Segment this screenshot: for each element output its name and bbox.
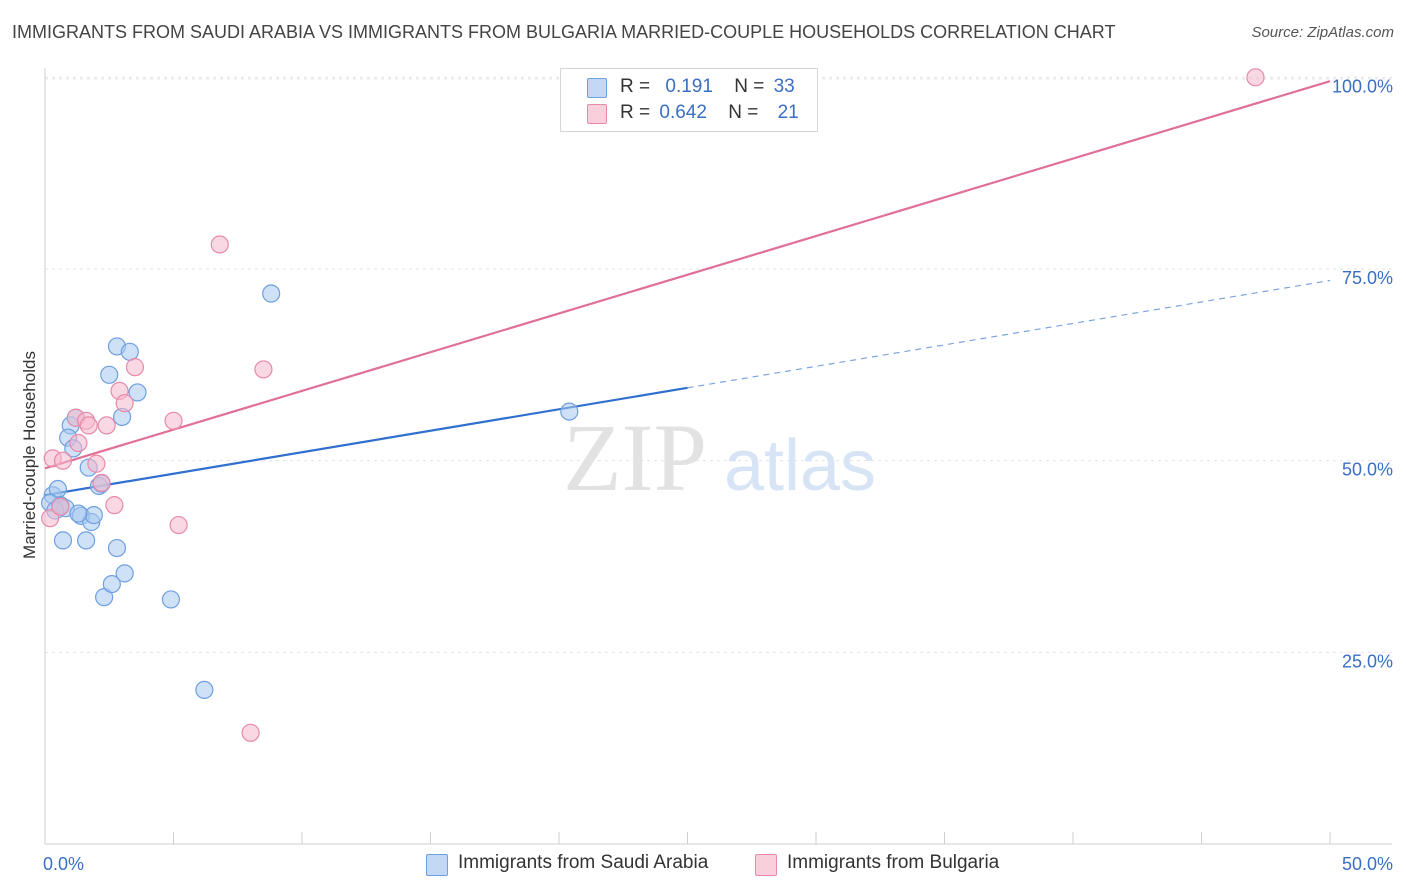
chart-source: Source: ZipAtlas.com (1251, 24, 1394, 41)
legend-n-value: 33 (773, 76, 795, 97)
point-saudi-arabia (115, 564, 134, 583)
point-saudi-arabia (100, 365, 119, 384)
trend-line-bulgaria (44, 80, 1331, 470)
tick-labels: 25.0% 50.0% 75.0% 100.0% 0.0% 50.0% (43, 76, 1393, 874)
point-bulgaria (79, 416, 98, 435)
point-saudi-arabia (107, 538, 127, 558)
grid-lines (45, 76, 1392, 653)
point-saudi-arabia (120, 342, 139, 361)
point-bulgaria (105, 496, 124, 515)
legend-r-label: R = (620, 102, 651, 123)
y-tick-label: 25.0% (1342, 651, 1393, 671)
legend-r-value: 0.191 (665, 76, 713, 97)
trend-line-saudi-arabia-projection (687, 279, 1331, 389)
point-saudi-arabia (84, 505, 103, 525)
legend-r-label: R = (620, 76, 651, 97)
point-saudi-arabia (262, 284, 281, 303)
y-tick-label: 100.0% (1332, 76, 1393, 96)
chart-title: IMMIGRANTS FROM SAUDI ARABIA VS IMMIGRAN… (12, 22, 1116, 42)
point-bulgaria (87, 454, 106, 473)
bottom-legend-label: Immigrants from Saudi Arabia (458, 852, 709, 873)
legend-n-label: N = (728, 102, 759, 123)
x-tick-label: 0.0% (43, 854, 84, 874)
point-saudi-arabia (102, 574, 121, 594)
point-bulgaria (125, 358, 145, 377)
point-bulgaria (164, 411, 183, 430)
watermark-atlas: atlas (724, 426, 876, 506)
bottom-legend-swatch-saudi-arabia (426, 854, 448, 876)
legend-r-value: 0.642 (659, 102, 707, 123)
point-bulgaria (92, 473, 111, 492)
point-bulgaria (51, 497, 70, 516)
point-saudi-arabia (69, 504, 88, 523)
point-bulgaria (69, 433, 88, 453)
point-bulgaria (97, 416, 116, 435)
legend-swatch-bulgaria (587, 104, 607, 124)
y-axis-label: Married-couple Households (20, 351, 39, 559)
trend-line-saudi-arabia (44, 386, 688, 497)
point-bulgaria (41, 509, 60, 528)
data-points (41, 68, 1265, 742)
bottom-legend-swatch-bulgaria (755, 854, 777, 876)
point-bulgaria (115, 394, 134, 413)
point-saudi-arabia (560, 402, 579, 421)
trend-lines (44, 80, 1331, 497)
point-saudi-arabia (195, 680, 214, 700)
point-saudi-arabia (53, 531, 73, 550)
point-bulgaria (241, 723, 260, 742)
point-bulgaria (210, 235, 229, 254)
point-bulgaria (1246, 68, 1265, 87)
legend-swatch-saudi-arabia (587, 78, 607, 98)
x-tick-label: 50.0% (1342, 854, 1393, 874)
y-tick-label: 50.0% (1342, 460, 1393, 480)
point-saudi-arabia (128, 383, 147, 402)
point-saudi-arabia (161, 590, 181, 609)
point-bulgaria (53, 451, 73, 470)
legend-n-value: 21 (777, 102, 799, 123)
y-tick-label: 75.0% (1342, 268, 1393, 288)
watermark: ZIP atlas (563, 404, 876, 511)
point-saudi-arabia (77, 531, 96, 550)
point-bulgaria (169, 515, 188, 535)
stats-legend: R = 0.191 N = 33 R = 0.642 N = 21 (560, 68, 818, 132)
watermark-zip: ZIP (563, 404, 707, 511)
bottom-legend-label: Immigrants from Bulgaria (787, 852, 1000, 873)
legend-n-label: N = (734, 76, 765, 97)
point-bulgaria (254, 360, 273, 379)
